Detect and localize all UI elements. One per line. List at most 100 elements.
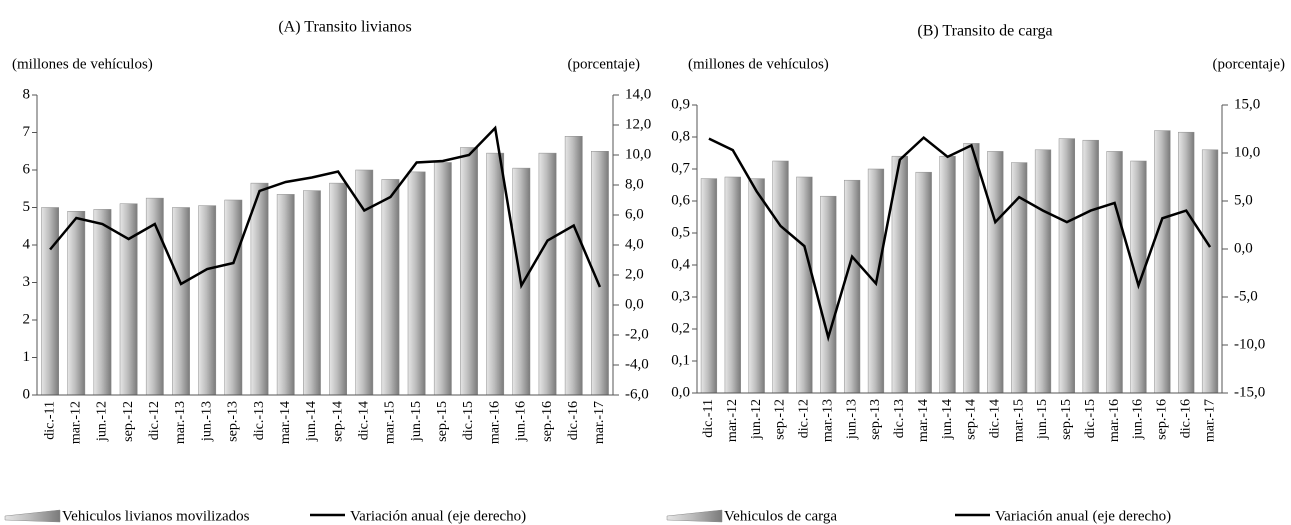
bar	[700, 178, 718, 394]
bar	[1082, 139, 1099, 394]
bar	[1034, 149, 1052, 394]
x-tick-label: dic.-16	[566, 401, 581, 440]
x-tick-label: sep.-12	[121, 401, 136, 442]
y2-axis-label: (porcentaje)	[568, 56, 640, 72]
y-tick-label: 3	[23, 274, 31, 290]
x-tick-label: dic.-11	[42, 401, 57, 440]
y2-tick-label: 6,0	[625, 206, 644, 222]
x-tick-label: sep.-15	[435, 401, 450, 442]
x-tick-label: mar.-12	[725, 399, 740, 442]
y2-tick-label: 0,0	[1234, 240, 1253, 256]
y2-tick-label: -2,0	[625, 326, 649, 342]
x-tick-label: dic.-13	[892, 399, 907, 438]
x-tick-label: jun.-12	[749, 399, 764, 440]
bar	[564, 136, 583, 396]
x-tick-label: dic.-16	[1178, 399, 1193, 438]
x-tick-label: sep.-13	[226, 401, 241, 442]
bar	[843, 179, 861, 394]
x-tick-label: sep.-14	[330, 401, 345, 442]
bar	[329, 182, 347, 396]
y-tick-label: 0,0	[671, 384, 690, 400]
y2-tick-label: -5,0	[1234, 288, 1258, 304]
y-tick-label: 0,5	[671, 224, 690, 240]
x-tick-label: mar.-16	[1107, 399, 1122, 442]
x-tick-label: jun.-13	[844, 399, 859, 440]
bar	[198, 205, 217, 396]
y2-tick-label: 10,0	[625, 146, 651, 162]
legend-label: Vehiculos de carga	[724, 508, 837, 524]
x-tick-label: jun.-14	[940, 399, 955, 440]
bar	[250, 182, 269, 396]
x-tick-label: jun.-15	[1035, 399, 1050, 440]
x-tick-label: sep.-13	[868, 399, 883, 440]
bar	[433, 162, 452, 396]
x-tick-label: sep.-14	[964, 399, 979, 440]
y-tick-label: 7	[23, 124, 31, 140]
legend-swatch	[666, 509, 723, 523]
bar	[224, 199, 243, 396]
bar	[119, 203, 138, 396]
bar	[963, 143, 980, 394]
y2-tick-label: -4,0	[625, 356, 649, 372]
bar	[460, 147, 478, 396]
y-tick-label: 4	[23, 236, 31, 252]
bar	[93, 209, 112, 396]
x-tick-label: mar.-13	[820, 399, 835, 442]
y-axis-label: (millones de vehículos)	[688, 56, 829, 72]
y-tick-label: 0,3	[671, 288, 690, 304]
y-tick-label: 1	[23, 349, 31, 365]
bar	[172, 207, 190, 396]
y2-tick-label: 10,0	[1234, 144, 1260, 160]
x-tick-label: mar.-15	[383, 401, 398, 444]
x-tick-label: jun.-12	[95, 401, 110, 442]
y2-tick-label: -10,0	[1234, 336, 1265, 352]
y-tick-label: 0,8	[671, 128, 690, 144]
y-tick-label: 0,9	[671, 96, 690, 112]
x-tick-label: dic.-13	[252, 401, 267, 440]
y2-tick-label: 12,0	[625, 116, 651, 132]
y2-tick-label: 0,0	[625, 296, 644, 312]
y-tick-label: 5	[23, 199, 31, 215]
y-tick-label: 8	[23, 86, 31, 102]
bar	[407, 171, 426, 396]
x-tick-label: dic.-14	[356, 401, 371, 440]
y-tick-label: 0	[23, 386, 31, 402]
y2-axis-label: (porcentaje)	[1213, 56, 1285, 72]
line	[708, 135, 1212, 342]
x-tick-label: mar.-17	[1202, 399, 1217, 442]
bar	[748, 178, 765, 394]
x-tick-label: mar.-12	[68, 401, 83, 444]
legend-label: Variación anual (eje derecho)	[995, 508, 1171, 524]
x-tick-label: jun.-13	[199, 401, 214, 442]
x-tick-label: dic.-11	[701, 399, 716, 438]
y2-tick-label: 4,0	[625, 236, 644, 252]
y2-tick-label: -6,0	[625, 386, 649, 402]
y2-tick-label: 2,0	[625, 266, 644, 282]
x-tick-label: jun.-16	[1131, 399, 1146, 440]
y2-tick-label: 14,0	[625, 86, 651, 102]
bar	[772, 160, 789, 394]
y-tick-label: 0,7	[671, 160, 690, 176]
x-tick-label: dic.-12	[797, 399, 812, 438]
bar	[67, 211, 86, 396]
x-tick-label: sep.-16	[540, 401, 555, 442]
x-tick-label: dic.-15	[1083, 399, 1098, 438]
y2-tick-label: 15,0	[1234, 96, 1260, 112]
bar	[1154, 130, 1171, 394]
x-tick-label: mar.-14	[916, 399, 931, 442]
y-tick-label: 6	[23, 161, 31, 177]
x-tick-label: dic.-14	[988, 399, 1003, 438]
legend-label: Variación anual (eje derecho)	[350, 508, 526, 524]
bar	[987, 151, 1004, 394]
bar	[1130, 160, 1147, 394]
x-tick-label: jun.-15	[409, 401, 424, 442]
bar	[41, 207, 59, 396]
chart-title: (A) Transito livianos	[278, 19, 411, 36]
x-tick-label: sep.-12	[773, 399, 788, 440]
y-tick-label: 0,2	[671, 320, 690, 336]
bar	[724, 176, 741, 394]
bar	[939, 155, 956, 394]
x-tick-label: mar.-15	[1011, 399, 1026, 442]
legend-swatch	[4, 509, 61, 523]
